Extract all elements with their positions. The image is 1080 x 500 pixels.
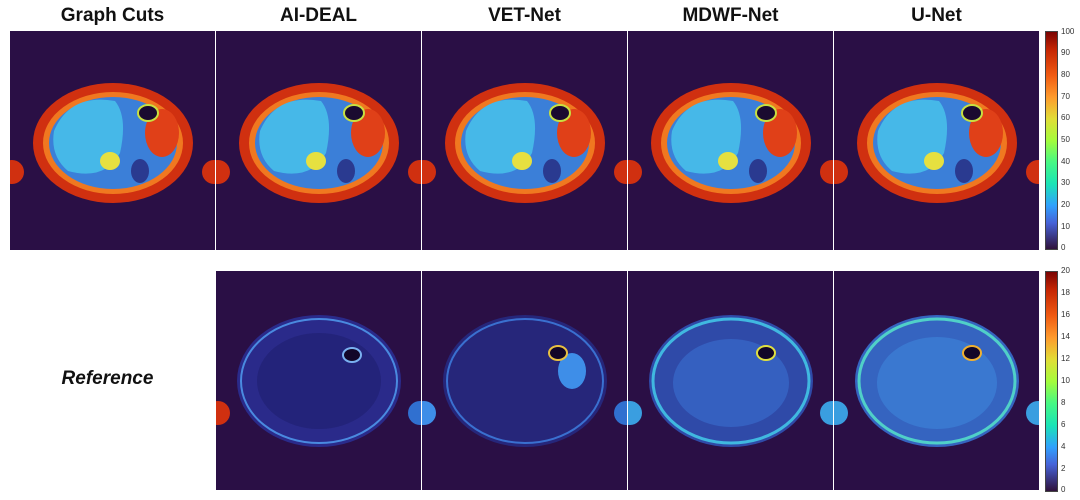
colorbar-bottom-tick: 4	[1061, 442, 1066, 451]
colorbar-pdff	[1045, 31, 1058, 250]
colorbar-bottom-tick: 6	[1061, 420, 1066, 429]
pdff-map-graph-cuts	[10, 31, 215, 250]
colorbar-bottom-tick: 16	[1061, 310, 1070, 319]
colorbar-top-tick: 30	[1061, 178, 1070, 187]
colorbar-top-tick: 50	[1061, 135, 1070, 144]
colorbar-bottom-tick: 14	[1061, 332, 1070, 341]
column-title-ai-deal: AI-DEAL	[279, 5, 358, 26]
column-title-u-net: U-Net	[911, 5, 962, 26]
pdff-map-u-net	[834, 31, 1039, 250]
colorbar-bottom-tick: 10	[1061, 376, 1070, 385]
colorbar-top-tick: 10	[1061, 222, 1070, 231]
colorbar-error	[1045, 271, 1058, 492]
pdff-map-vet-net	[422, 31, 627, 250]
colorbar-top-tick: 80	[1061, 70, 1070, 79]
column-title-graph-cuts: Graph Cuts	[60, 5, 165, 26]
pdff-map-mdwf-net	[628, 31, 833, 250]
colorbar-top-tick: 70	[1061, 92, 1070, 101]
colorbar-bottom-tick: 18	[1061, 288, 1070, 297]
colorbar-top-tick: 60	[1061, 113, 1070, 122]
colorbar-top-tick: 20	[1061, 200, 1070, 209]
row-label-reference: Reference	[61, 368, 154, 389]
colorbar-top-tick: 40	[1061, 157, 1070, 166]
colorbar-top-tick: 100	[1061, 27, 1075, 36]
colorbar-bottom-tick: 20	[1061, 266, 1070, 275]
colorbar-top-tick: 90	[1061, 48, 1070, 57]
colorbar-top-tick: 0	[1061, 243, 1066, 252]
column-title-mdwf-net: MDWF-Net	[682, 5, 779, 26]
error-map-vet-net	[422, 271, 627, 490]
error-map-u-net	[834, 271, 1039, 490]
error-map-ai-deal	[216, 271, 421, 490]
colorbar-bottom-tick: 2	[1061, 464, 1066, 473]
colorbar-bottom-tick: 0	[1061, 485, 1066, 494]
column-title-vet-net: VET-Net	[488, 5, 561, 26]
colorbar-bottom-tick: 12	[1061, 354, 1070, 363]
pdff-map-ai-deal	[216, 31, 421, 250]
error-map-mdwf-net	[628, 271, 833, 490]
colorbar-bottom-tick: 8	[1061, 398, 1066, 407]
